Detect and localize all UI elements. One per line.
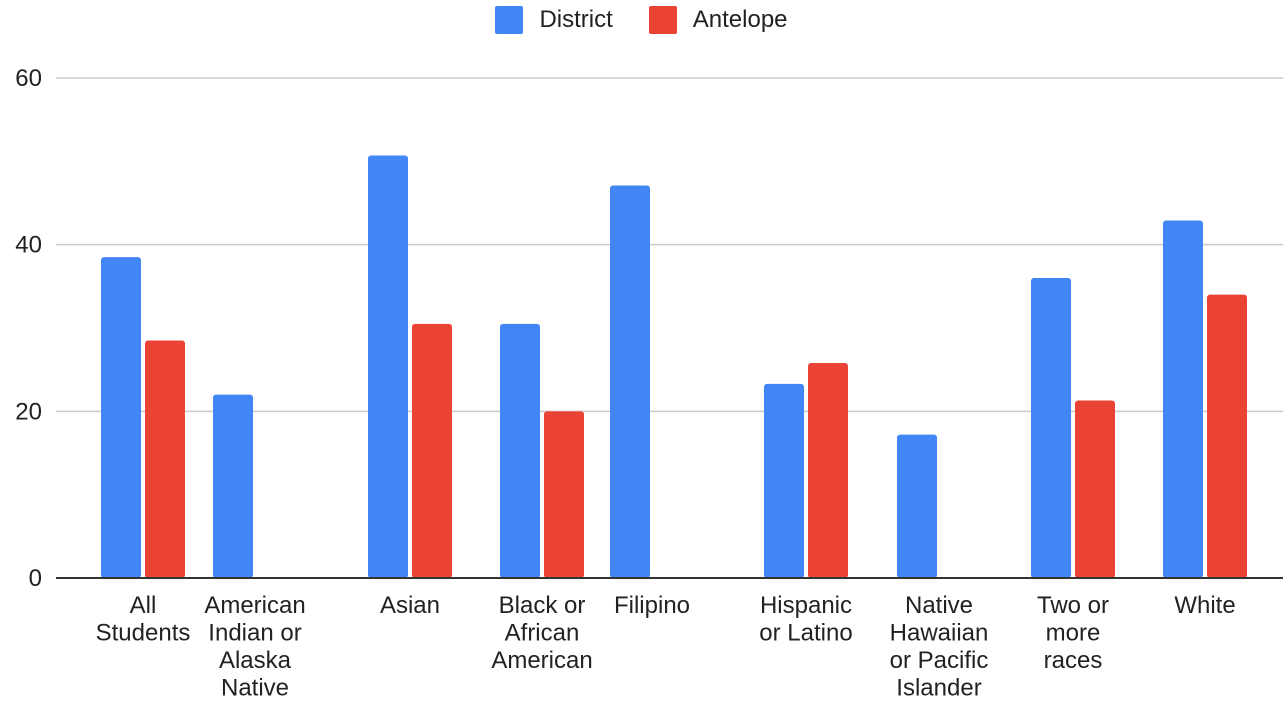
bar-antelope-all-students xyxy=(145,340,185,578)
y-tick-label-20: 20 xyxy=(15,398,42,425)
y-tick-label-0: 0 xyxy=(29,565,42,592)
x-tick-label-all-students: All Students xyxy=(96,592,191,647)
bar-district-filipino xyxy=(610,185,650,578)
x-tick-label-hispanic-or-latino: Hispanic or Latino xyxy=(759,592,852,647)
bar-antelope-asian xyxy=(412,323,452,578)
legend: District Antelope xyxy=(0,6,1283,34)
bar-district-two-or-more-races xyxy=(1031,278,1071,578)
legend-item-district: District xyxy=(495,6,613,34)
legend-label-antelope: Antelope xyxy=(692,6,788,33)
bar-antelope-two-or-more-races xyxy=(1075,400,1115,578)
bars xyxy=(101,155,1247,578)
legend-swatch-antelope xyxy=(648,6,677,34)
x-tick-label-asian: Asian xyxy=(380,592,440,619)
bar-antelope-hispanic-or-latino xyxy=(808,363,848,578)
legend-item-antelope: Antelope xyxy=(648,6,788,34)
x-tick-label-american-indian-or-alaska-native: American Indian or Alaska Native xyxy=(204,592,305,702)
legend-label-district: District xyxy=(539,6,613,33)
bar-district-asian xyxy=(368,155,408,578)
bar-antelope-white xyxy=(1207,294,1247,578)
bar-district-hispanic-or-latino xyxy=(764,383,804,578)
bar-antelope-black-or-african-american xyxy=(544,411,584,578)
bar-district-native-hawaiian-or-pacific-islander xyxy=(897,434,937,578)
gridlines xyxy=(56,77,1283,413)
x-tick-label-native-hawaiian-or-pacific-islander: Native Hawaiian or Pacific Islander xyxy=(890,592,989,702)
bar-district-black-or-african-american xyxy=(500,323,540,578)
y-tick-label-60: 60 xyxy=(15,65,42,92)
y-axis: 0 20 40 60 xyxy=(15,65,42,592)
x-tick-label-filipino: Filipino xyxy=(614,592,690,619)
x-tick-label-black-or-african-american: Black or African American xyxy=(491,592,592,674)
x-tick-label-two-or-more-races: Two or more races xyxy=(1037,592,1109,674)
bar-district-all-students xyxy=(101,257,141,578)
legend-swatch-district xyxy=(495,6,524,34)
x-tick-label-white: White xyxy=(1174,592,1235,619)
bar-district-american-indian-or-alaska-native xyxy=(213,394,253,578)
y-tick-label-40: 40 xyxy=(15,232,42,259)
bar-district-white xyxy=(1163,220,1203,578)
